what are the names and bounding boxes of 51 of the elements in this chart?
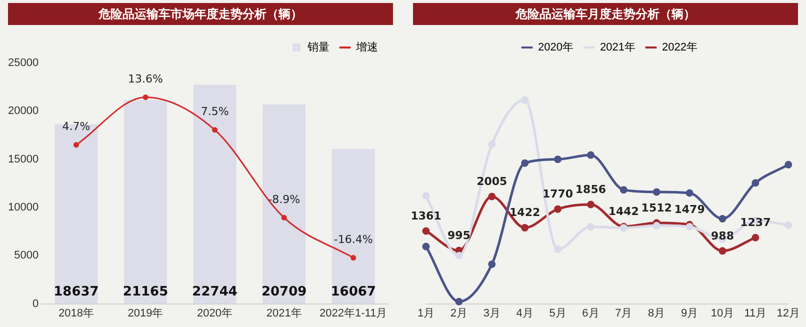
y-tick-label: 5000: [14, 250, 39, 262]
legend-label: 2021年: [600, 42, 636, 54]
y-tick-label: 10000: [8, 202, 39, 214]
y-tick-label: 20000: [8, 105, 39, 118]
y-tick-label: 25000: [8, 57, 39, 70]
x-tick-label: 9月: [680, 307, 698, 320]
data-label: 1512: [641, 201, 672, 214]
x-tick-label: 2018年: [58, 307, 94, 320]
x-tick-label: 3月: [483, 307, 500, 320]
x-tick-label: 5月: [549, 307, 566, 320]
x-tick-label: 2020年: [197, 307, 233, 320]
x-tick-label: 7月: [615, 307, 632, 320]
data-label: 1856: [575, 182, 606, 196]
legend-label: 增速: [355, 40, 378, 54]
data-label: 1237: [740, 216, 771, 229]
x-tick-label: 4月: [516, 307, 534, 320]
data-label: 1442: [608, 204, 639, 218]
x-tick-label: 2022年1-11月: [320, 307, 388, 320]
data-label: -16.4%: [334, 233, 373, 246]
data-label: 22744: [192, 284, 238, 300]
x-tick-label: 6月: [582, 307, 600, 320]
x-tick-label: 1月: [417, 307, 435, 320]
x-tick-label: 2019年: [128, 307, 164, 320]
legend-label: 2020年: [538, 42, 574, 54]
y-tick-label: 15000: [8, 153, 39, 166]
data-label: 18637: [54, 284, 99, 300]
data-label: 7.5%: [200, 105, 229, 118]
legend-label: 2022年: [662, 42, 698, 54]
x-tick-label: 10月: [710, 307, 734, 320]
x-tick-label: 2021年: [266, 307, 302, 320]
data-label: 20709: [261, 284, 307, 300]
data-label: 13.6%: [128, 72, 163, 86]
x-tick-label: 11月: [744, 307, 767, 320]
data-label: 21165: [122, 284, 168, 300]
data-label: 995: [447, 228, 470, 242]
x-tick-label: 12月: [776, 307, 800, 320]
data-label: -8.9%: [268, 193, 300, 206]
data-label: 1422: [510, 206, 540, 220]
data-label: 988: [711, 229, 734, 242]
data-label: 1770: [542, 187, 574, 200]
data-label: 1361: [410, 209, 442, 222]
data-label: 1479: [674, 203, 705, 216]
data-label: 16067: [330, 284, 376, 300]
chart-title: 危险品运输车月度走势分析（辆）: [413, 3, 798, 25]
chart-title: 危险品运输车市场年度走势分析（辆）: [8, 3, 393, 25]
data-label: 4.7%: [62, 120, 90, 134]
y-tick-label: 0: [32, 298, 39, 310]
x-tick-label: 2月: [450, 307, 468, 320]
data-label: 2005: [476, 174, 508, 188]
x-tick-label: 8月: [648, 307, 666, 320]
legend-label: 销量: [306, 42, 330, 54]
